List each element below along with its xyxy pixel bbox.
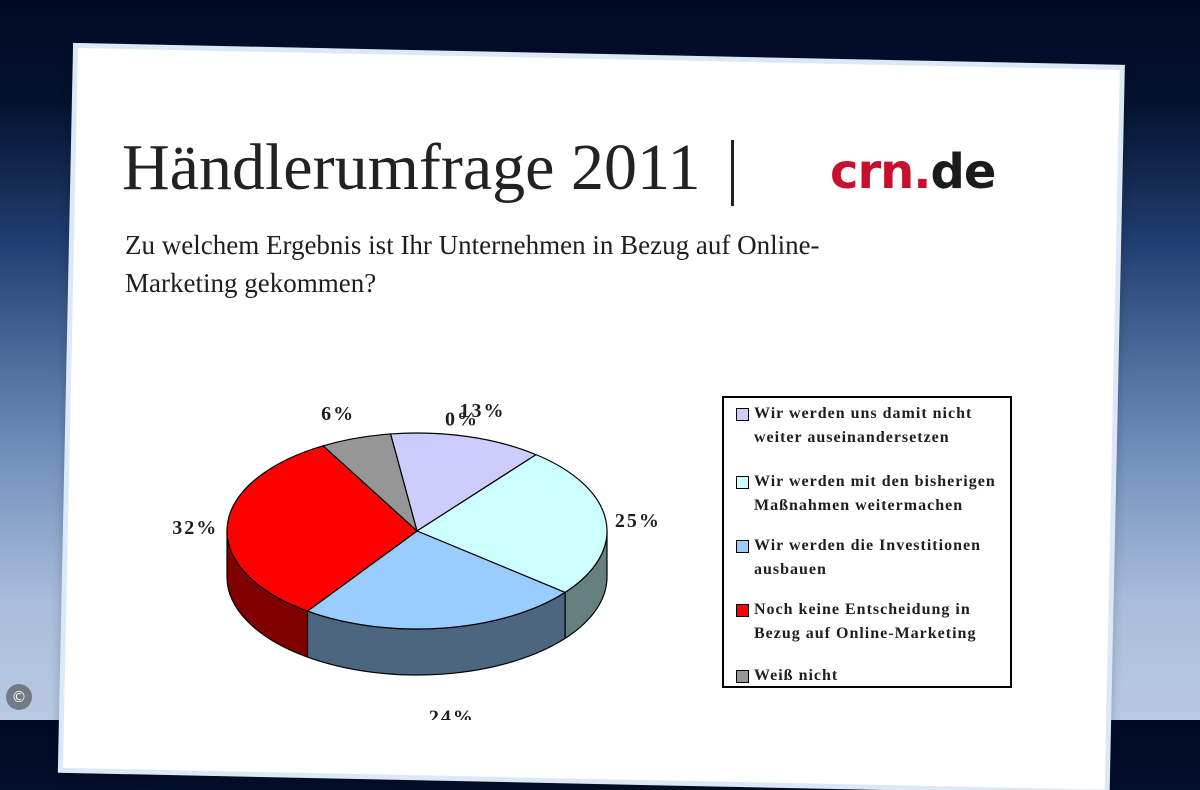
pie-label-3: 32% <box>172 517 218 539</box>
brand-logo-main: crn. <box>830 144 932 200</box>
legend-item-4: Weiß nicht <box>736 664 1008 688</box>
pie-label-2: 24% <box>429 707 475 720</box>
legend-label-1: Wir werden mit den bisherigen Maßnahmen … <box>754 473 996 514</box>
legend-label-4: Weiß nicht <box>754 667 839 684</box>
legend-label-3: Noch keine Entscheidung in Bezug auf Onl… <box>754 601 977 642</box>
chart-legend: Wir werden uns damit nicht weiter ausein… <box>722 396 1012 688</box>
survey-question: Zu welchem Ergebnis ist Ihr Unternehmen … <box>125 230 820 298</box>
pie-label-0: 13% <box>460 400 506 422</box>
legend-item-1: Wir werden mit den bisherigen Maßnahmen … <box>736 470 1008 518</box>
copyright-icon[interactable]: © <box>6 684 32 710</box>
page-title: Händlerumfrage 2011 <box>122 131 701 204</box>
legend-swatch-0 <box>736 408 749 421</box>
brand-logo-tld: de <box>930 144 997 200</box>
pie-label-4: 6% <box>321 403 355 425</box>
legend-label-2: Wir werden die Investitionen ausbauen <box>754 537 981 578</box>
pie-slice-2 <box>306 530 566 630</box>
legend-swatch-3 <box>736 604 749 617</box>
pie-label-5: 0% <box>445 409 479 431</box>
pie-slice-1 <box>416 454 608 594</box>
slide-content: Händlerumfrage 2011 crn.de Zu welchem Er… <box>122 131 1012 720</box>
legend-swatch-4 <box>736 670 749 683</box>
legend-item-3: Noch keine Entscheidung in Bezug auf Onl… <box>736 598 1008 646</box>
pie-slice-4 <box>322 433 418 532</box>
legend-item-0: Wir werden uns damit nicht weiter ausein… <box>736 402 1008 450</box>
brand-logo: crn.de <box>830 140 997 204</box>
legend-label-0: Wir werden uns damit nicht weiter ausein… <box>754 405 973 446</box>
pie-chart: 13% 25% 24% 32% 6% 0% <box>172 400 661 720</box>
pie-slice-3 <box>226 445 418 612</box>
pie-slice-0 <box>389 432 537 532</box>
legend-swatch-2 <box>736 540 749 553</box>
legend-swatch-1 <box>736 476 749 489</box>
pie-label-1: 25% <box>615 510 661 532</box>
title-divider <box>731 140 734 206</box>
legend-item-2: Wir werden die Investitionen ausbauen <box>736 534 1008 582</box>
